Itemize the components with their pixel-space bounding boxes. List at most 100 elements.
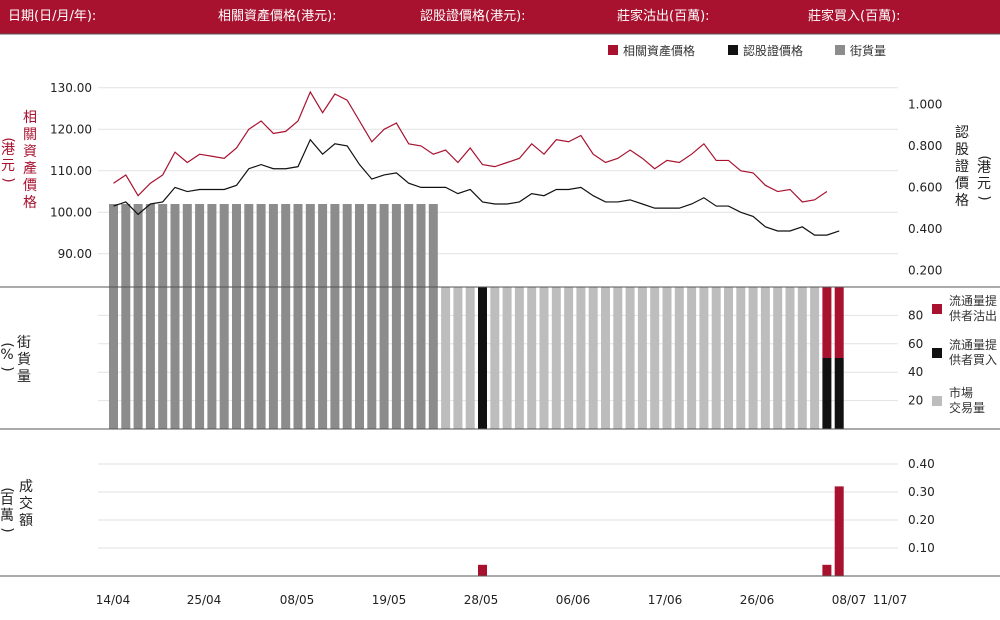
bar-outstanding	[428, 204, 438, 287]
axis-unit-char: 元	[977, 176, 991, 192]
bar-turnover	[478, 564, 487, 576]
bar-mid-buy	[822, 358, 832, 429]
bar-outstanding	[404, 204, 414, 287]
header-sell-label: 莊家沽出(百萬):	[617, 9, 710, 24]
panel-dividers	[0, 33, 1000, 577]
bar-mid-market	[195, 287, 205, 429]
bar-mid-market	[711, 287, 721, 429]
axis-title-char: 價	[23, 177, 37, 194]
bar-mid-market	[637, 287, 647, 429]
axis-unit-paren: (	[0, 137, 16, 142]
axis-title-char: 資	[23, 144, 37, 160]
bar-mid-market	[502, 287, 512, 429]
tick-date: 11/07	[873, 593, 908, 607]
legend-swatch	[932, 304, 942, 314]
turnover-bars	[478, 486, 844, 576]
bar-mid-market	[465, 287, 475, 429]
axis-title-char: 相	[23, 110, 37, 126]
bar-mid-market	[674, 287, 684, 429]
bar-mid-market	[404, 287, 414, 429]
bar-mid-market	[441, 287, 451, 429]
bar-mid-market	[760, 287, 770, 429]
tick-underlying: 90.00	[58, 247, 92, 261]
line-underlying	[113, 90, 828, 203]
bar-mid-market	[736, 287, 746, 429]
axis-title-char: 股	[955, 142, 969, 158]
bar-mid-market	[133, 287, 143, 429]
tick-turnover: 0.40	[908, 457, 935, 471]
price-lines	[113, 90, 840, 236]
tick-warrant: 0.200	[908, 263, 942, 277]
bar-mid-market	[724, 287, 733, 429]
bar-mid-market	[687, 287, 697, 429]
tick-turnover: 0.10	[908, 541, 935, 555]
axis-title-char: 額	[19, 513, 33, 529]
axis-unit-paren: )	[0, 177, 16, 182]
bar-mid-market	[453, 287, 463, 429]
header-date-label: 日期(日/月/年):	[8, 9, 97, 24]
bar-outstanding	[182, 204, 192, 287]
bar-mid-market	[342, 287, 352, 429]
legend-swatch	[728, 45, 738, 55]
tick-date: 14/04	[96, 593, 131, 607]
axis-title-char: 證	[955, 158, 969, 175]
axis-titles: 相關資產價格(港元)認股證價格(港元)街貨量(%)成交額(百萬)	[0, 110, 992, 533]
bar-mid-market	[601, 287, 610, 429]
bar-mid-market	[391, 287, 401, 429]
bar-outstanding	[342, 204, 352, 287]
tick-underlying: 100.00	[50, 205, 92, 219]
bar-mid-market	[588, 287, 598, 429]
bar-outstanding	[207, 204, 217, 287]
legend-label: 相關資產價格	[623, 43, 695, 58]
bar-mid-market	[330, 287, 340, 429]
bar-outstanding	[268, 204, 278, 287]
tick-warrant: 0.800	[908, 139, 942, 153]
bar-outstanding	[170, 204, 180, 287]
legend-label: 認股證價格	[743, 43, 803, 58]
bar-mid-market	[244, 287, 254, 429]
bar-mid-market	[662, 287, 672, 429]
legend-swatch	[835, 45, 845, 55]
bar-outstanding	[293, 204, 303, 287]
tick-warrant: 1.000	[908, 97, 942, 111]
header-warrant-label: 認股證價格(港元):	[420, 9, 526, 24]
tick-turnover: 0.20	[908, 513, 935, 527]
bar-mid-market	[539, 287, 549, 429]
bar-mid-market	[551, 287, 561, 429]
axis-title-char: 產	[23, 160, 37, 177]
bar-turnover	[822, 564, 832, 576]
bar-mid-market	[219, 287, 229, 429]
header-bar: 日期(日/月/年): 相關資產價格(港元): 認股證價格(港元): 莊家沽出(百…	[0, 0, 1000, 34]
tick-underlying: 110.00	[50, 164, 92, 178]
legend-label: 街貨量	[850, 43, 886, 58]
tick-date: 25/04	[187, 593, 222, 607]
tick-warrant: 0.400	[908, 222, 942, 236]
tick-underlying: 120.00	[50, 122, 92, 136]
tick-mid: 60	[908, 337, 923, 351]
tick-date: 28/05	[464, 593, 499, 607]
bar-mid-buy	[834, 358, 844, 429]
axis-unit-paren: (	[0, 487, 15, 492]
mid-panel-bars	[109, 287, 844, 429]
axis-title-char: 格	[955, 193, 969, 209]
bar-mid-market	[379, 287, 389, 429]
bar-turnover	[834, 486, 844, 576]
bar-outstanding	[355, 204, 364, 287]
bar-outstanding	[232, 204, 241, 287]
legend-swatch	[932, 396, 942, 406]
axis-unit-paren: )	[0, 527, 15, 532]
header-underlying-label: 相關資產價格(港元):	[218, 9, 337, 24]
axis-title-char: 格	[23, 195, 37, 211]
bar-outstanding	[391, 204, 401, 287]
axis-title-char: 關	[23, 127, 37, 143]
tick-date: 08/05	[280, 593, 315, 607]
bar-mid-market	[428, 287, 438, 429]
bar-mid-market	[490, 287, 500, 429]
bar-outstanding	[121, 204, 131, 287]
bar-mid-market	[773, 287, 783, 429]
axis-unit-char: 元	[1, 158, 15, 174]
bar-mid-market	[797, 287, 807, 429]
bar-mid-buy	[478, 287, 487, 429]
